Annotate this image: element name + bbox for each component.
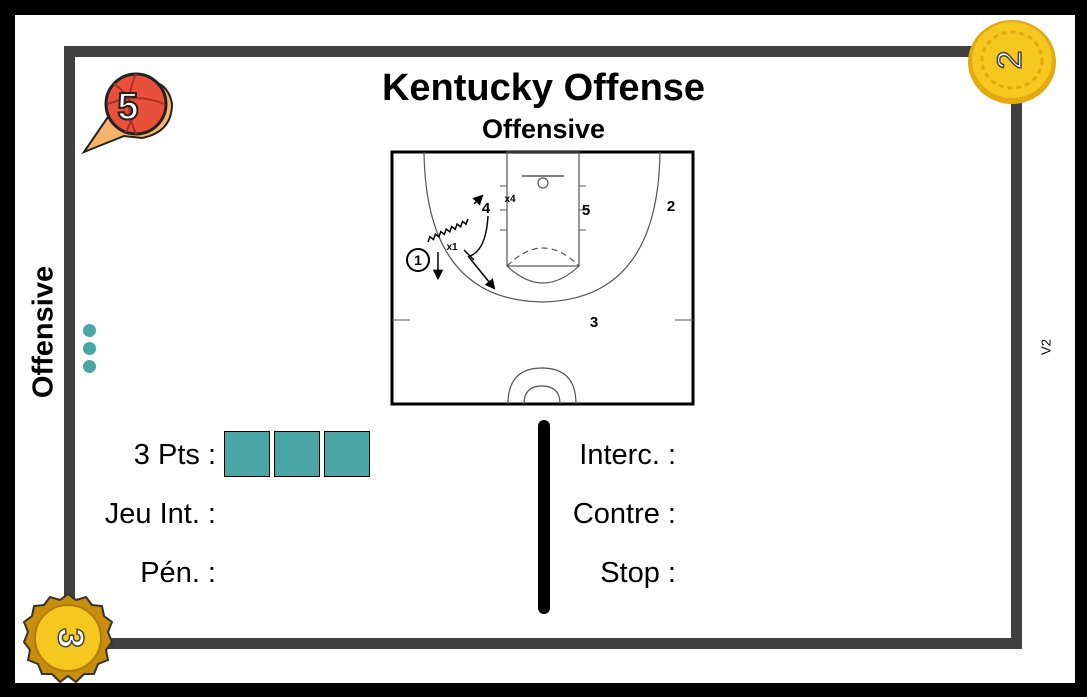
paint-lane xyxy=(506,151,580,267)
bottom-coin-number: 3 xyxy=(50,628,91,648)
play-title: Kentucky Offense xyxy=(381,67,706,109)
stat-box xyxy=(274,431,320,477)
player-1-marker xyxy=(406,248,430,272)
defender-4-label: x4 xyxy=(504,194,516,205)
basketball-speed-badge-icon: 5 xyxy=(81,72,174,155)
cut-path xyxy=(469,215,489,257)
court-outline xyxy=(390,150,695,406)
player-2-label: 2 xyxy=(667,198,675,215)
defender-1-label: x1 xyxy=(446,242,458,253)
play-subtitle: Offensive xyxy=(481,114,606,144)
stat-pen-label: Pén. : xyxy=(140,557,216,589)
player-3-label: 3 xyxy=(590,314,598,331)
three-pts-boxes xyxy=(224,431,370,477)
card-frame xyxy=(64,46,1022,649)
category-label: Offensive xyxy=(27,265,60,399)
top-coin-number: 2 xyxy=(991,51,1029,70)
stat-stop-label: Stop : xyxy=(600,557,676,589)
three-point-line xyxy=(423,151,661,303)
court-diagram: 1 4 x4 x1 5 2 3 xyxy=(390,150,695,406)
player-5-label: 5 xyxy=(582,202,590,219)
gold-coin-icon: 2 xyxy=(968,20,1056,104)
version-label: V2 xyxy=(1038,339,1054,355)
player-1-label: 1 xyxy=(414,252,422,268)
speed-badge-number: 5 xyxy=(117,86,138,128)
stat-three-pts-label: 3 Pts : xyxy=(133,439,216,471)
energy-dot xyxy=(83,324,96,337)
gold-coin-icon: 3 xyxy=(22,592,114,684)
energy-dot xyxy=(83,342,96,355)
stat-box xyxy=(324,431,370,477)
energy-dot xyxy=(83,360,96,373)
stat-box xyxy=(224,431,270,477)
player-4-label: 4 xyxy=(482,200,491,217)
rim xyxy=(537,177,549,189)
stat-interc-label: Interc. : xyxy=(579,439,676,471)
energy-dots xyxy=(83,324,96,378)
stats-divider xyxy=(538,420,550,614)
dribble-path xyxy=(427,218,469,243)
stat-contre-label: Contre : xyxy=(572,498,676,530)
stat-jeu-int-label: Jeu Int. : xyxy=(104,498,216,530)
